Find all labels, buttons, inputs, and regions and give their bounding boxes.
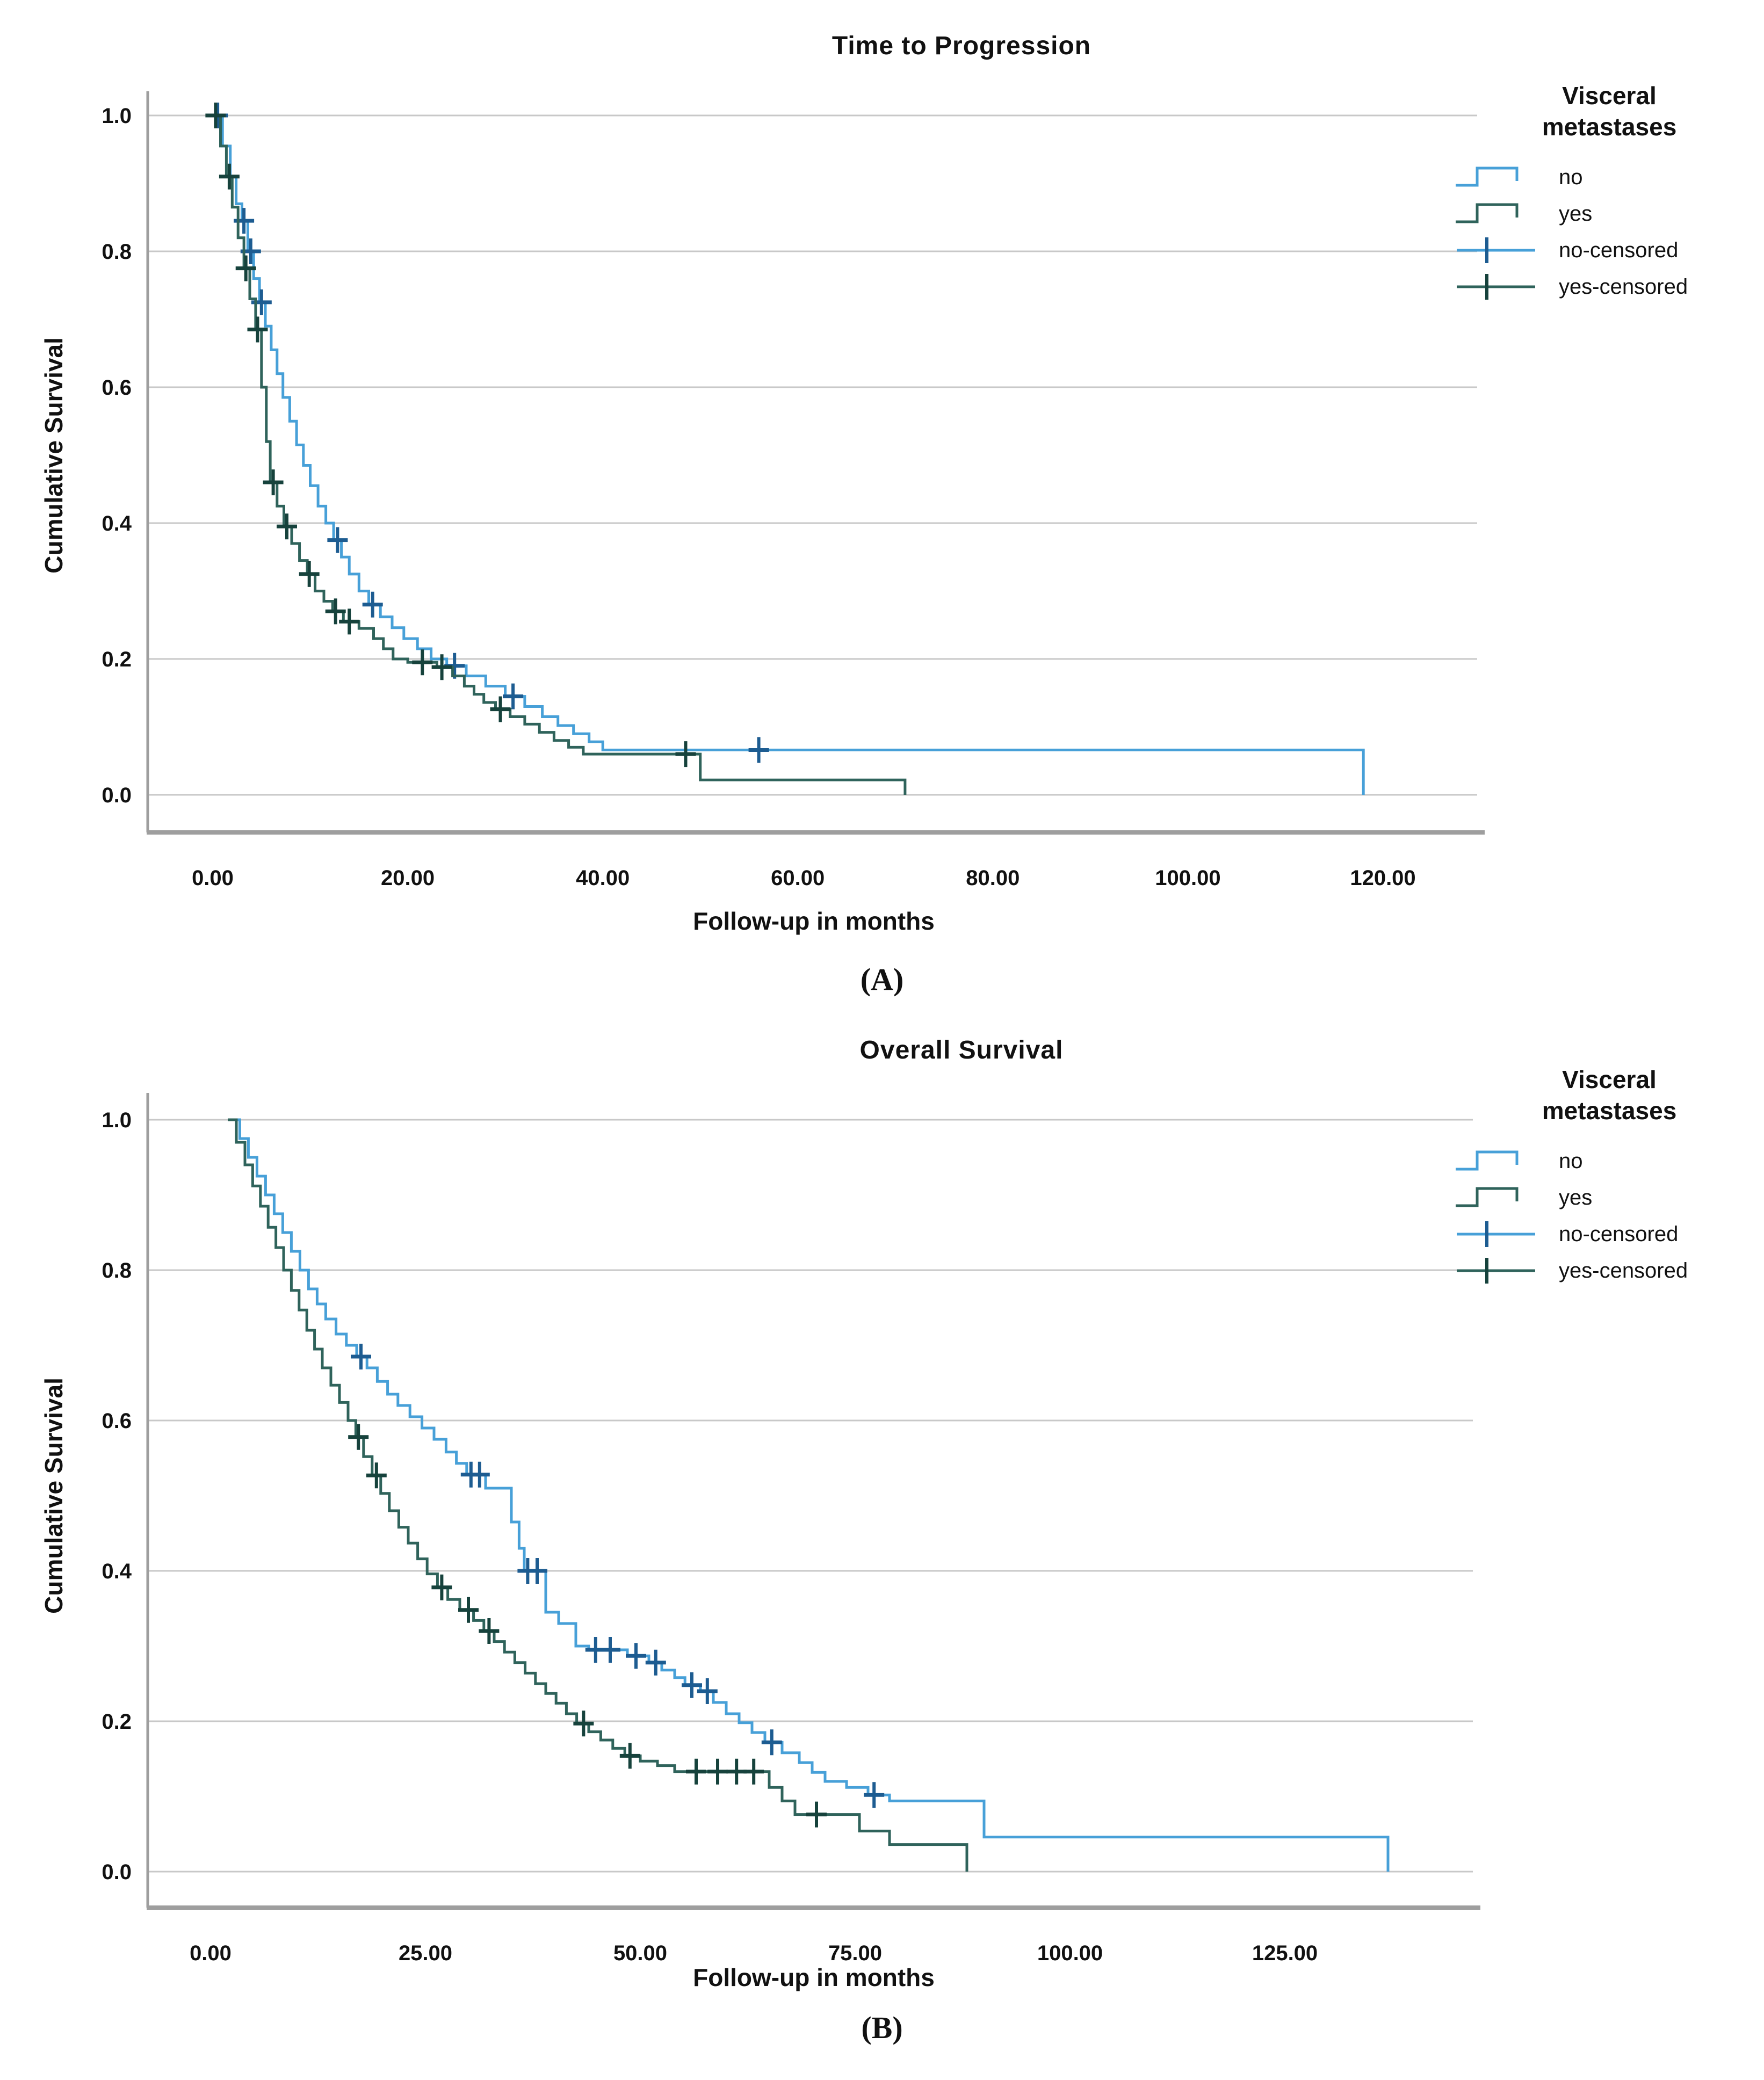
legend-item-no: no: [1454, 1146, 1764, 1177]
legend-item-no-censored: no-censored: [1454, 235, 1764, 266]
svg-text:100.00: 100.00: [1155, 866, 1220, 890]
svg-text:0.00: 0.00: [190, 1941, 232, 1965]
svg-text:0.4: 0.4: [102, 512, 132, 535]
svg-text:1.0: 1.0: [102, 1108, 132, 1132]
svg-text:0.6: 0.6: [102, 1409, 132, 1433]
step-line-symbol: [1454, 1182, 1545, 1213]
censor-marks-yes: [205, 103, 696, 767]
svg-text:100.00: 100.00: [1037, 1941, 1103, 1965]
svg-text:125.00: 125.00: [1252, 1941, 1318, 1965]
survival-curve-no: [228, 1118, 1390, 1872]
chart-a-plot-area: 1.0 0.8 0.6 0.4 0.2 0.0 0.00 20.00 40.00 60.00 80.…: [102, 91, 1485, 890]
chart-a-title: Time to Progression: [832, 32, 1091, 60]
y-tick-labels: 1.0 0.8 0.6 0.4 0.2 0.0: [102, 1108, 132, 1884]
svg-text:0.6: 0.6: [102, 376, 132, 400]
survival-curve-no: [213, 114, 1365, 795]
legend-title: Visceral metastases: [1542, 82, 1677, 141]
svg-text:0.2: 0.2: [102, 648, 132, 671]
svg-text:40.00: 40.00: [576, 866, 630, 890]
chart-b-y-axis-title: Cumulative Survival: [40, 1378, 68, 1614]
svg-text:0.8: 0.8: [102, 1259, 132, 1282]
chart-a-x-axis-title: Follow-up in months: [693, 907, 935, 935]
censor-plus-symbol: [1454, 1219, 1545, 1250]
legend-item-yes-censored: yes-censored: [1454, 1255, 1764, 1286]
censor-marks-no: [207, 103, 769, 763]
censor-plus-symbol: [1454, 235, 1545, 266]
step-line-symbol: [1454, 162, 1545, 193]
svg-text:20.00: 20.00: [381, 866, 435, 890]
chart-b-legend: Visceral metastases no yes no-censored y…: [1454, 1064, 1764, 1292]
svg-text:0.0: 0.0: [102, 784, 132, 807]
survival-curve-yes: [213, 114, 907, 795]
legend-item-no-censored: no-censored: [1454, 1219, 1764, 1250]
svg-text:0.0: 0.0: [102, 1860, 132, 1884]
panel-a-caption: (A): [860, 962, 904, 997]
svg-text:80.00: 80.00: [966, 866, 1020, 890]
survival-curve-yes: [228, 1118, 968, 1872]
gridlines: [148, 114, 1477, 796]
svg-text:0.4: 0.4: [102, 1560, 132, 1583]
chart-b-plot-area: 1.0 0.8 0.6 0.4 0.2 0.0 0.00 25.00 50.00 75.00 100…: [102, 1093, 1480, 1965]
chart-b-x-axis-title: Follow-up in months: [693, 1963, 935, 1991]
censor-plus-symbol: [1454, 1255, 1545, 1286]
gridlines: [148, 1119, 1473, 1873]
censor-plus-symbol: [1454, 271, 1545, 302]
svg-text:60.00: 60.00: [771, 866, 825, 890]
legend-item-yes-censored: yes-censored: [1454, 271, 1764, 302]
svg-text:120.00: 120.00: [1350, 866, 1415, 890]
legend-item-yes: yes: [1454, 198, 1764, 229]
svg-text:0.00: 0.00: [192, 866, 234, 890]
panel-b-caption: (B): [861, 2010, 903, 2045]
step-line-symbol: [1454, 198, 1545, 229]
censor-marks-no: [351, 1344, 885, 1808]
svg-text:0.8: 0.8: [102, 240, 132, 264]
chart-a-legend: Visceral metastases no yes no-censored y…: [1454, 81, 1764, 308]
censor-marks-yes: [348, 1424, 827, 1828]
legend-item-no: no: [1454, 162, 1764, 193]
legend-title: Visceral metastases: [1542, 1066, 1677, 1125]
x-tick-labels: 0.00 20.00 40.00 60.00 80.00 100.00 120.00: [192, 866, 1416, 890]
svg-text:50.00: 50.00: [613, 1941, 667, 1965]
x-tick-labels: 0.00 25.00 50.00 75.00 100.00 125.00: [190, 1941, 1318, 1965]
svg-text:1.0: 1.0: [102, 104, 132, 128]
y-tick-labels: 1.0 0.8 0.6 0.4 0.2 0.0: [102, 104, 132, 807]
svg-text:75.00: 75.00: [828, 1941, 882, 1965]
chart-a-y-axis-title: Cumulative Survival: [40, 337, 68, 574]
svg-text:0.2: 0.2: [102, 1710, 132, 1734]
step-line-symbol: [1454, 1146, 1545, 1177]
svg-text:25.00: 25.00: [399, 1941, 452, 1965]
chart-b-title: Overall Survival: [859, 1036, 1064, 1064]
legend-item-yes: yes: [1454, 1182, 1764, 1213]
